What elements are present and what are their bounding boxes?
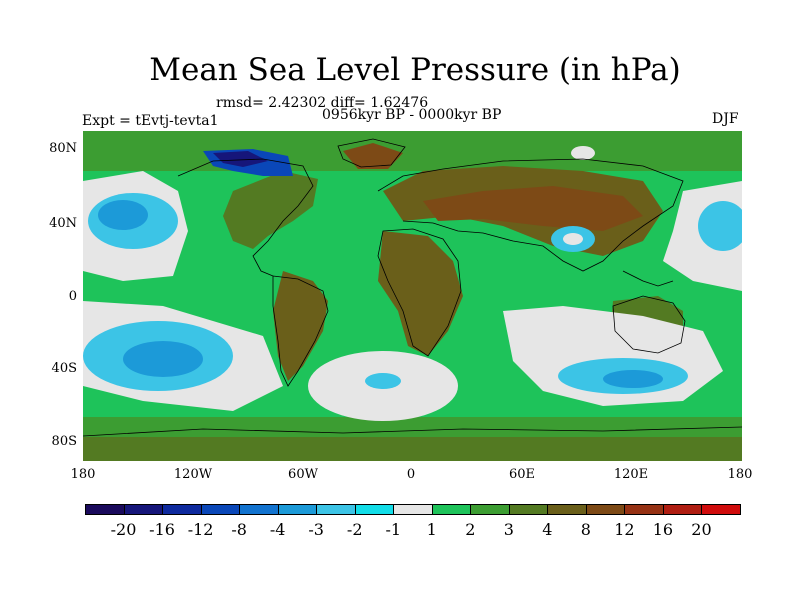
- experiment-label: Expt = tEvtj-tevta1: [82, 113, 219, 129]
- map-panel: [83, 131, 742, 461]
- colorbar-swatch: [624, 504, 664, 515]
- south-america-coast: [272, 275, 329, 387]
- north-pacific-core: [98, 200, 148, 230]
- eurasia-coast: [377, 158, 684, 272]
- indian-ocean-core: [603, 370, 663, 388]
- canadian-arctic-core: [213, 151, 268, 167]
- colorbar-swatch: [200, 504, 240, 515]
- lon-label: 0: [406, 467, 416, 482]
- pressure-map: [83, 131, 742, 461]
- arctic-band: [83, 131, 742, 171]
- colorbar-swatch: [547, 504, 587, 515]
- colorbar-label: -12: [187, 520, 214, 539]
- colorbar-swatch: [85, 504, 125, 515]
- colorbar-label: 2: [465, 520, 476, 539]
- colorbar-label: -16: [149, 520, 175, 539]
- colorbar-swatch: [277, 504, 317, 515]
- siberian-neutral: [571, 146, 595, 160]
- colorbar-swatch: [393, 504, 433, 515]
- colorbar-swatch: [162, 504, 202, 515]
- colorbar-label: 20: [691, 520, 712, 539]
- australia-coast: [612, 295, 686, 354]
- colorbar-label: -2: [346, 520, 363, 539]
- colorbar-label: 12: [614, 520, 635, 539]
- colorbar-label: -1: [385, 520, 402, 539]
- lon-label: 60W: [288, 467, 318, 482]
- colorbar-swatch: [662, 504, 702, 515]
- lon-label: 60E: [508, 467, 536, 482]
- colorbar-label: 1: [426, 520, 437, 539]
- colorbar-label: 16: [652, 520, 674, 539]
- lat-label: 40S: [51, 361, 77, 376]
- lat-label: 40N: [49, 216, 77, 231]
- lon-label: 180: [727, 467, 753, 482]
- colorbar-label: -8: [231, 520, 247, 539]
- colorbar-label: 4: [542, 520, 553, 539]
- colorbar-label: -3: [308, 520, 324, 539]
- colorbar-swatch: [470, 504, 510, 515]
- colorbar-swatch: [431, 504, 471, 515]
- colorbar-label: -4: [269, 520, 286, 539]
- season-label: DJF: [712, 111, 739, 127]
- map-title: Mean Sea Level Pressure (in hPa): [149, 52, 681, 88]
- west-pacific-low: [698, 201, 742, 251]
- colorbar-swatch: [508, 504, 548, 515]
- south-atlantic-low: [365, 373, 401, 389]
- south-america-field: [273, 271, 328, 381]
- colorbar-swatch: [123, 504, 163, 515]
- colorbar: [85, 504, 741, 515]
- greenland-coast: [337, 138, 406, 168]
- stats-text: rmsd= 2.42302 diff= 1.62476: [216, 95, 429, 111]
- africa-coast: [377, 228, 462, 357]
- period-label: 0956kyr BP - 0000kyr BP: [322, 107, 502, 123]
- africa-field: [378, 231, 463, 356]
- north-america-coast: [177, 158, 314, 277]
- colorbar-swatch: [585, 504, 625, 515]
- colorbar-label: -20: [110, 520, 137, 539]
- tibet-core: [563, 233, 583, 245]
- lon-label: 180: [70, 467, 96, 482]
- antarctica-field: [83, 437, 742, 461]
- colorbar-swatch: [354, 504, 394, 515]
- north-america-field: [223, 171, 318, 249]
- eurasia-high: [423, 186, 643, 231]
- greenland-high: [343, 143, 403, 169]
- maritime-continent-coast: [622, 270, 674, 287]
- colorbar-swatch: [701, 504, 741, 515]
- antarctica-coast: [83, 426, 742, 437]
- colorbar-label: 8: [580, 520, 591, 539]
- coastlines: [83, 138, 742, 437]
- lat-label: 80S: [51, 434, 77, 449]
- lon-label: 120W: [173, 467, 213, 482]
- lon-label: 120E: [613, 467, 649, 482]
- lat-label: 80N: [49, 141, 77, 156]
- lat-label: 0: [68, 289, 77, 304]
- south-pacific-core: [123, 341, 203, 377]
- colorbar-swatch: [316, 504, 356, 515]
- colorbar-swatch: [239, 504, 279, 515]
- colorbar-label: 3: [503, 520, 514, 539]
